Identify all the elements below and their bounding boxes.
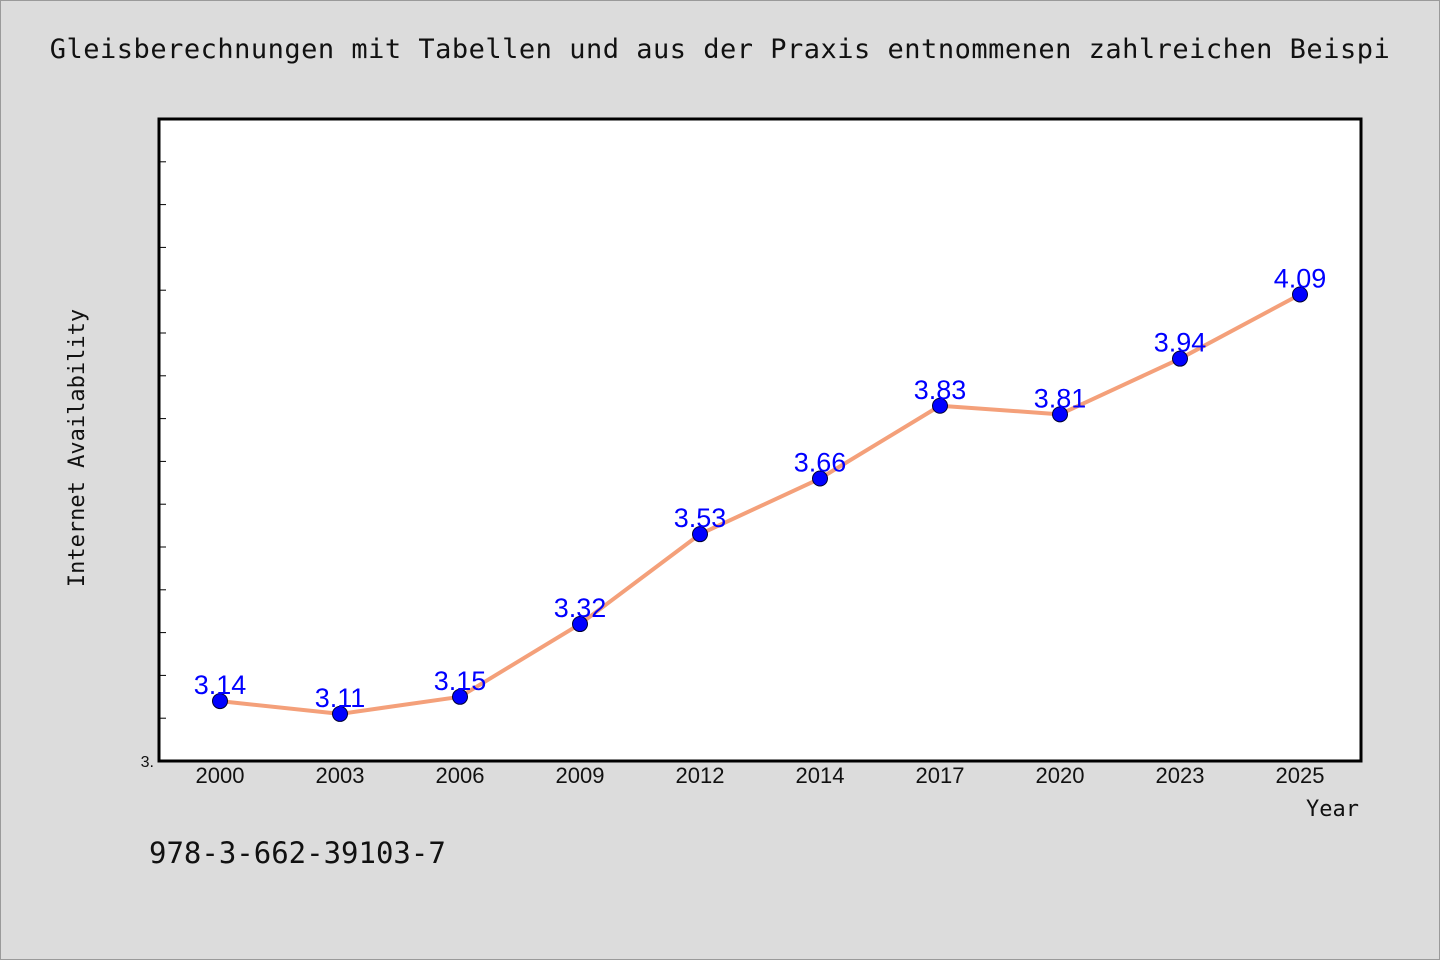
data-point	[1052, 406, 1068, 423]
x-tick-label: 2012	[676, 763, 725, 788]
x-tick-label: 2020	[1036, 763, 1085, 788]
series-1: 3.14 3.11 3.15 3.32 3.53 3.66 3.83 3.81 3.94 4.09	[194, 263, 1327, 722]
x-tick-label: 2000	[196, 763, 245, 788]
data-label: 4.09	[1274, 263, 1327, 293]
data-label: 3.15	[434, 666, 487, 696]
data-label: 3.53	[674, 503, 727, 533]
x-tick-label: 2023	[1156, 763, 1205, 788]
data-point	[332, 705, 348, 722]
data-label: 3.32	[554, 593, 607, 623]
data-point	[1292, 286, 1308, 303]
data-label: 3.94	[1154, 328, 1207, 358]
x-tick-label: 2006	[436, 763, 485, 788]
data-label: 3.81	[1034, 383, 1087, 413]
x-tick-label: 2014	[796, 763, 845, 788]
x-tick-label: 2025	[1276, 763, 1325, 788]
plot-area	[157, 117, 1363, 763]
data-label: 3.11	[315, 683, 366, 713]
x-tick-label: 2009	[556, 763, 605, 788]
data-label: 3.66	[794, 448, 847, 478]
data-point	[212, 693, 228, 710]
data-point	[452, 688, 468, 705]
data-label: 3.83	[914, 375, 967, 405]
data-point	[692, 526, 708, 543]
y-tick-label: 3.	[141, 754, 154, 771]
data-label: 3.14	[194, 670, 247, 700]
series-line	[218, 292, 1302, 716]
data-point	[1172, 350, 1188, 367]
isbn-label: 978-3-662-39103-7	[149, 836, 446, 870]
y-axis-title: Internet Availability	[65, 309, 90, 587]
data-point	[572, 616, 588, 633]
x-tick-label: 2017	[916, 763, 965, 788]
data-point	[812, 470, 828, 487]
x-axis-tick-labels: 2000 2003 2006 2009 2012 2014 2017 2020 2023 2025	[196, 763, 1325, 788]
x-axis-title: Year	[1306, 797, 1359, 822]
x-tick-label: 2003	[316, 763, 365, 788]
y-axis-ticks	[159, 161, 166, 719]
data-point	[932, 397, 948, 414]
chart-title: Gleisberechnungen mit Tabellen und aus d…	[49, 34, 1391, 65]
